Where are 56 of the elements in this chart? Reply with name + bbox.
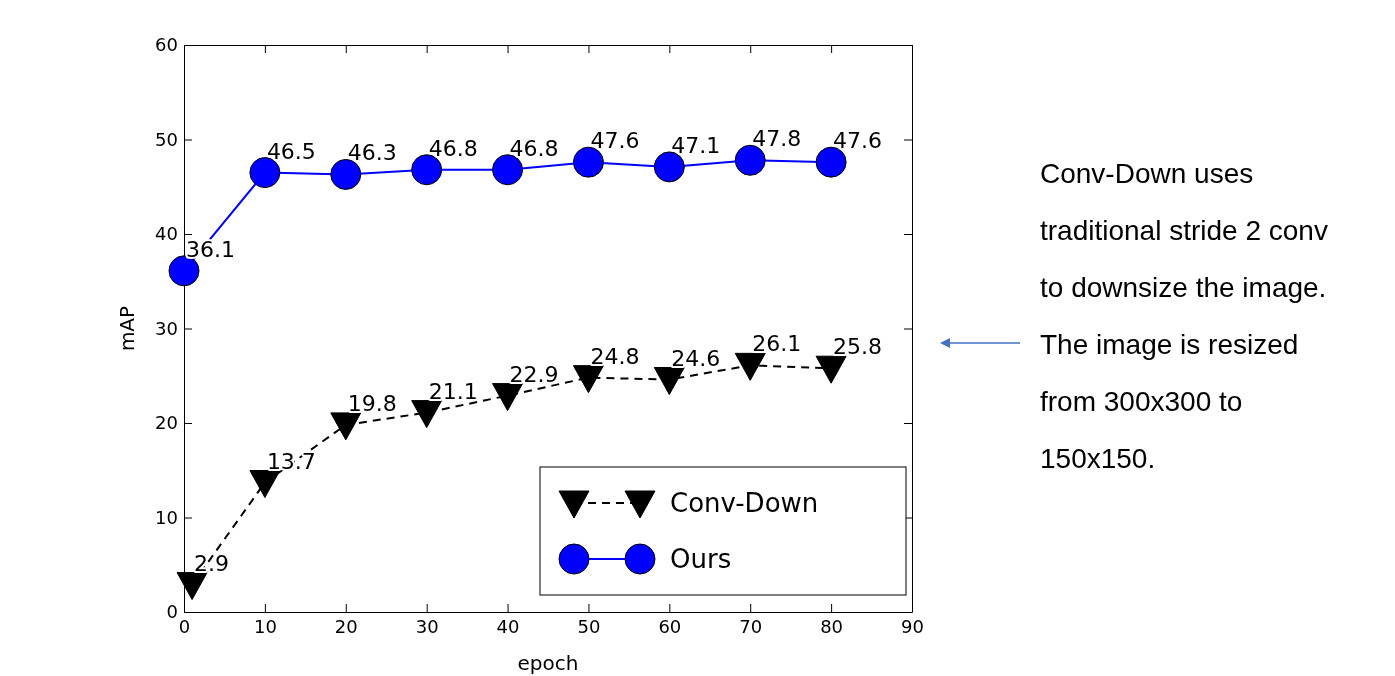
data-label: 21.1: [428, 378, 478, 404]
y-tick-label: 10: [155, 506, 178, 528]
point: [249, 470, 281, 499]
data-label: 24.6: [671, 345, 721, 371]
data-label: 47.8: [752, 126, 802, 152]
x-tick-label: 10: [253, 615, 277, 637]
x-axis-title: epoch: [517, 651, 579, 675]
data-label: 47.6: [590, 128, 640, 154]
point: [330, 412, 362, 441]
data-label: 46.3: [347, 140, 397, 166]
x-tick-label: 20: [334, 615, 358, 637]
data-label: 25.8: [833, 334, 883, 360]
data-label: 47.6: [833, 128, 883, 154]
point: [815, 355, 847, 384]
point: [176, 572, 208, 601]
point: [411, 154, 443, 186]
point: [492, 383, 524, 412]
point: [572, 365, 604, 394]
x-tick-label: 50: [577, 615, 601, 637]
x-tick-label: 30: [415, 615, 439, 637]
point: [734, 352, 766, 381]
point: [249, 157, 281, 189]
x-tick-label: 70: [739, 615, 763, 637]
data-label: 19.8: [347, 390, 397, 416]
data-label: 24.8: [590, 343, 640, 369]
y-axis-title: mAP: [115, 305, 139, 352]
point: [411, 400, 443, 429]
data-label: 13.7: [266, 448, 316, 474]
point: [572, 146, 604, 178]
data-label: 22.9: [509, 361, 559, 387]
x-tick-label: 40: [496, 615, 520, 637]
y-tick-label: 50: [155, 128, 178, 150]
y-tick-label: 60: [155, 34, 178, 56]
point: [734, 144, 766, 176]
point: [815, 146, 847, 178]
y-tick-label: 20: [155, 412, 178, 434]
x-tick-label: 80: [820, 615, 844, 637]
data-label: 46.8: [509, 135, 559, 161]
point: [168, 255, 200, 287]
text: Conv-Down uses traditional stride 2 conv to downsize the image. The image is resized from 300x300 to 150x150.: [1040, 158, 1328, 474]
point: [653, 367, 685, 396]
data-label: 46.5: [266, 138, 316, 164]
x-tick-label: 90: [901, 615, 924, 637]
y-tick-label: 30: [155, 317, 178, 339]
point: [653, 151, 685, 183]
legend-label: Conv-Down: [670, 488, 819, 518]
data-label: 26.1: [752, 331, 802, 357]
x-tick-label: 60: [658, 615, 682, 637]
data-label: 2.9: [194, 550, 230, 576]
data-label: 47.1: [671, 132, 721, 158]
y-tick-label: 40: [155, 223, 178, 245]
point: [492, 154, 524, 186]
legend-label: Ours: [670, 544, 732, 574]
point: [330, 158, 362, 190]
y-tick-label: 0: [166, 601, 178, 623]
data-label: 46.8: [428, 135, 478, 161]
